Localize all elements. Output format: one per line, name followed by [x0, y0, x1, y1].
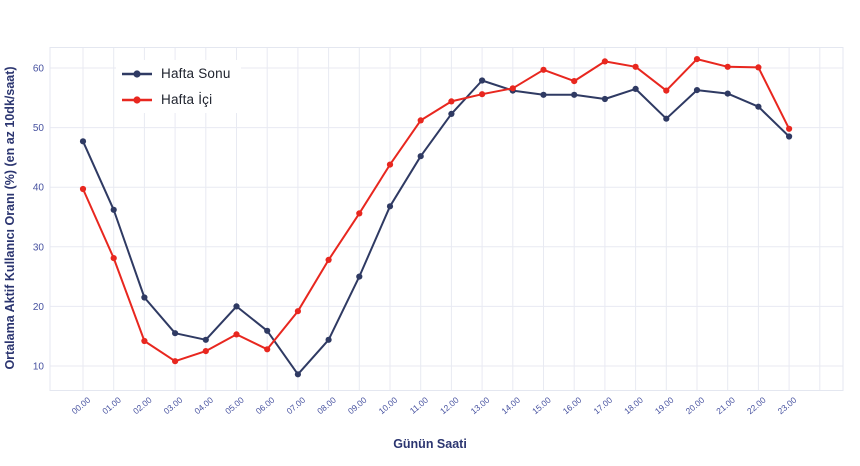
series-0-point-7 — [294, 371, 301, 378]
x-tick-08.00: 08.00 — [315, 395, 338, 417]
y-tick-30: 30 — [33, 242, 45, 253]
series-1-point-2 — [141, 337, 148, 345]
x-tick-01.00: 01.00 — [100, 395, 123, 417]
series-1-point-21 — [724, 63, 731, 70]
series-1-point-10 — [386, 161, 394, 168]
series-1-point-9 — [356, 210, 363, 217]
series-0-point-9 — [356, 273, 363, 280]
x-tick-12.00: 12.00 — [438, 395, 461, 417]
y-tick-10: 10 — [33, 362, 45, 373]
x-tick-02.00: 02.00 — [131, 395, 154, 417]
legend-marker-hafta-ici — [122, 95, 152, 104]
series-1-point-8 — [325, 256, 332, 263]
series-0-point-8 — [325, 336, 332, 343]
x-tick-23.00: 23.00 — [776, 395, 799, 417]
series-1-point-1 — [110, 255, 117, 262]
x-tick-10.00: 10.00 — [377, 395, 400, 417]
series-0-point-12 — [448, 110, 455, 117]
legend-item-hafta-ici[interactable]: Hafta İçi — [122, 89, 231, 110]
x-tick-06.00: 06.00 — [254, 395, 277, 417]
legend-marker-hafta-sonu — [122, 69, 152, 78]
x-axis-tick-labels: 00.00 01.00 02.00 03.00 04.00 05.00 06.00 07.00… — [70, 395, 799, 417]
series-1-point-19 — [663, 87, 670, 94]
x-tick-14.00: 14.00 — [499, 395, 522, 417]
series-0-point-23 — [786, 133, 793, 140]
series-1-point-4 — [202, 348, 209, 355]
y-tick-20: 20 — [33, 302, 45, 313]
series-0-point-17 — [601, 95, 609, 103]
series-1-point-23 — [786, 125, 793, 132]
series-0-point-11 — [417, 153, 424, 160]
y-axis-tick-labels: 10 20 30 40 50 60 — [33, 64, 45, 373]
series-1-point-12 — [448, 98, 455, 105]
series-0-point-19 — [663, 115, 670, 122]
series-0-point-15 — [540, 91, 547, 98]
x-tick-17.00: 17.00 — [591, 395, 614, 417]
y-axis-title: Ortalama Aktif Kullanıcı Oranı (%) (en a… — [3, 66, 17, 369]
series-1-point-15 — [540, 66, 547, 73]
series-1-point-0 — [79, 185, 87, 193]
legend-label-hafta-ici: Hafta İçi — [161, 92, 213, 107]
series-1-point-18 — [632, 63, 639, 70]
legend-item-hafta-sonu[interactable]: Hafta Sonu — [122, 63, 231, 84]
y-tick-60: 60 — [33, 64, 45, 75]
series-1-point-17 — [601, 58, 609, 65]
x-tick-03.00: 03.00 — [162, 395, 185, 417]
series-1-point-5 — [233, 331, 240, 338]
series-0-point-13 — [479, 77, 486, 84]
x-tick-00.00: 00.00 — [70, 395, 93, 417]
series-1-point-20 — [693, 56, 701, 63]
x-tick-05.00: 05.00 — [223, 395, 246, 417]
series-0-point-3 — [172, 330, 179, 337]
series-0-point-20 — [693, 87, 701, 94]
x-tick-21.00: 21.00 — [714, 395, 737, 417]
legend-label-hafta-sonu: Hafta Sonu — [161, 66, 231, 81]
series-line-1 — [82, 58, 790, 363]
y-tick-50: 50 — [33, 123, 45, 134]
x-tick-13.00: 13.00 — [469, 395, 492, 417]
series-0-point-22 — [755, 103, 762, 110]
x-tick-15.00: 15.00 — [530, 395, 553, 417]
x-axis-title: Günün Saati — [393, 437, 467, 451]
x-tick-11.00: 11.00 — [408, 395, 430, 416]
series-1-point-14 — [509, 85, 516, 92]
series-1-point-16 — [571, 78, 578, 85]
x-tick-07.00: 07.00 — [284, 395, 307, 417]
x-tick-20.00: 20.00 — [684, 395, 707, 417]
series-0-point-18 — [632, 85, 639, 92]
series-0-point-21 — [724, 90, 731, 97]
x-tick-19.00: 19.00 — [653, 395, 676, 417]
series-1-point-22 — [755, 64, 762, 71]
series-1-point-6 — [264, 346, 271, 353]
x-tick-09.00: 09.00 — [346, 395, 369, 417]
series-0-point-16 — [571, 91, 578, 98]
series-1-point-13 — [479, 91, 486, 98]
series-0-point-1 — [110, 206, 117, 213]
series-0-point-5 — [233, 303, 240, 310]
x-tick-04.00: 04.00 — [192, 395, 215, 417]
series-line-0 — [82, 79, 790, 376]
series-1-point-7 — [294, 308, 301, 315]
series-0-point-10 — [386, 203, 394, 210]
x-tick-18.00: 18.00 — [622, 395, 645, 417]
series-0-point-2 — [141, 294, 148, 301]
series-1-point-11 — [417, 117, 424, 124]
series-0-point-4 — [202, 336, 209, 343]
series-0-point-0 — [79, 138, 87, 145]
legend: Hafta Sonu Hafta İçi — [116, 60, 241, 113]
series-1-point-3 — [172, 358, 179, 365]
series-0-point-6 — [264, 327, 271, 334]
x-tick-16.00: 16.00 — [561, 395, 584, 417]
series-lines — [79, 56, 793, 378]
x-tick-22.00: 22.00 — [745, 395, 768, 417]
y-tick-40: 40 — [33, 183, 45, 194]
